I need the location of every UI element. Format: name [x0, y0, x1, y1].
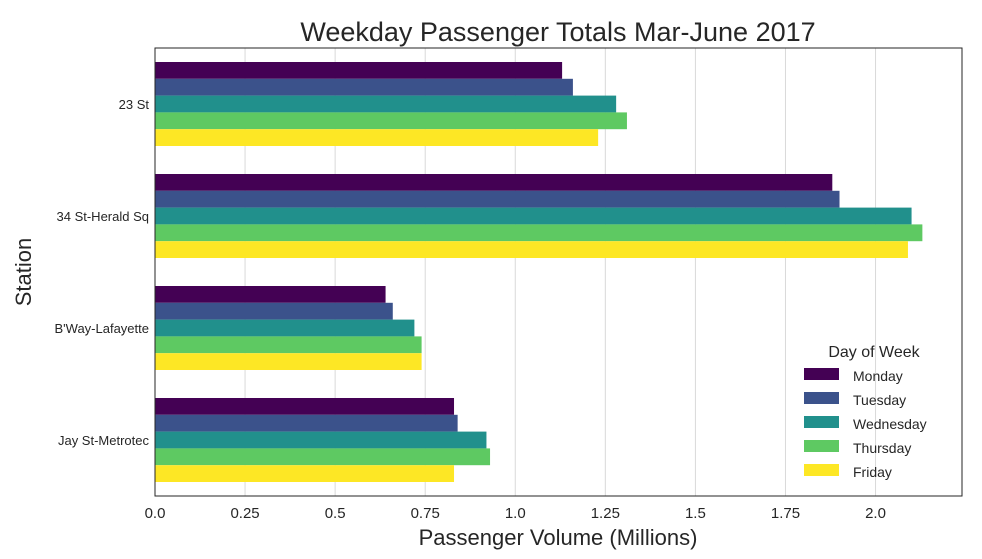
y-tick-label: 23 St [119, 97, 150, 112]
bar-tuesday-0 [155, 78, 573, 96]
bar-thursday-1 [155, 224, 923, 242]
x-ticks: 0.0 0.25 0.5 0.75 1.0 1.25 1.5 1.75 2.0 [145, 505, 886, 522]
legend-items: Monday Tuesday Wednesday Thursday Friday [804, 368, 927, 480]
bar-wednesday-3 [155, 431, 487, 449]
legend-label-wednesday: Wednesday [853, 416, 927, 432]
bar-monday-0 [155, 62, 563, 79]
bar-wednesday-1 [155, 207, 912, 225]
bar-tuesday-1 [155, 190, 840, 208]
legend-swatch-wednesday [804, 416, 839, 428]
x-axis-label: Passenger Volume (Millions) [419, 525, 698, 550]
x-tick-label: 1.25 [591, 505, 620, 522]
bar-thursday-2 [155, 336, 422, 354]
legend-title: Day of Week [828, 344, 920, 361]
plot-frame [154, 47, 963, 497]
y-tick-label: B'Way-Lafayette [55, 321, 150, 336]
legend-label-tuesday: Tuesday [853, 392, 906, 408]
y-axis-label: Station [11, 238, 36, 307]
x-tick-label: 2.0 [865, 505, 886, 522]
legend-swatch-tuesday [804, 392, 839, 404]
bar-friday-2 [155, 353, 422, 370]
chart-title: Weekday Passenger Totals Mar-June 2017 [300, 17, 815, 47]
bar-wednesday-0 [155, 95, 617, 113]
y-tick-label: 34 St-Herald Sq [57, 209, 150, 224]
y-ticks: 23 St 34 St-Herald Sq B'Way-Lafayette Jay S… [55, 97, 150, 448]
bar-friday-1 [155, 241, 908, 258]
bar-wednesday-2 [155, 319, 415, 337]
legend-swatch-monday [804, 368, 839, 380]
bar-tuesday-2 [155, 302, 393, 320]
x-tick-label: 1.0 [505, 505, 526, 522]
legend-label-thursday: Thursday [853, 440, 911, 456]
legend-swatch-thursday [804, 440, 839, 452]
x-tick-label: 0.75 [411, 505, 440, 522]
legend: Day of Week Monday Tuesday Wednesday Thursd… [804, 344, 927, 480]
bars [155, 62, 923, 482]
bar-tuesday-3 [155, 414, 458, 432]
legend-label-friday: Friday [853, 464, 892, 480]
x-tick-label: 0.25 [230, 505, 259, 522]
x-tick-label: 1.5 [685, 505, 706, 522]
bar-thursday-0 [155, 112, 627, 130]
bar-monday-3 [155, 398, 455, 415]
x-tick-label: 0.5 [325, 505, 346, 522]
x-tick-label: 1.75 [771, 505, 800, 522]
x-tick-label: 0.0 [145, 505, 166, 522]
legend-swatch-friday [804, 464, 839, 476]
bar-monday-1 [155, 174, 833, 191]
bar-thursday-3 [155, 448, 491, 466]
legend-label-monday: Monday [853, 368, 903, 384]
bar-friday-3 [155, 465, 455, 482]
bar-monday-2 [155, 286, 386, 303]
bar-friday-0 [155, 129, 599, 146]
y-tick-label: Jay St-Metrotec [58, 433, 150, 448]
